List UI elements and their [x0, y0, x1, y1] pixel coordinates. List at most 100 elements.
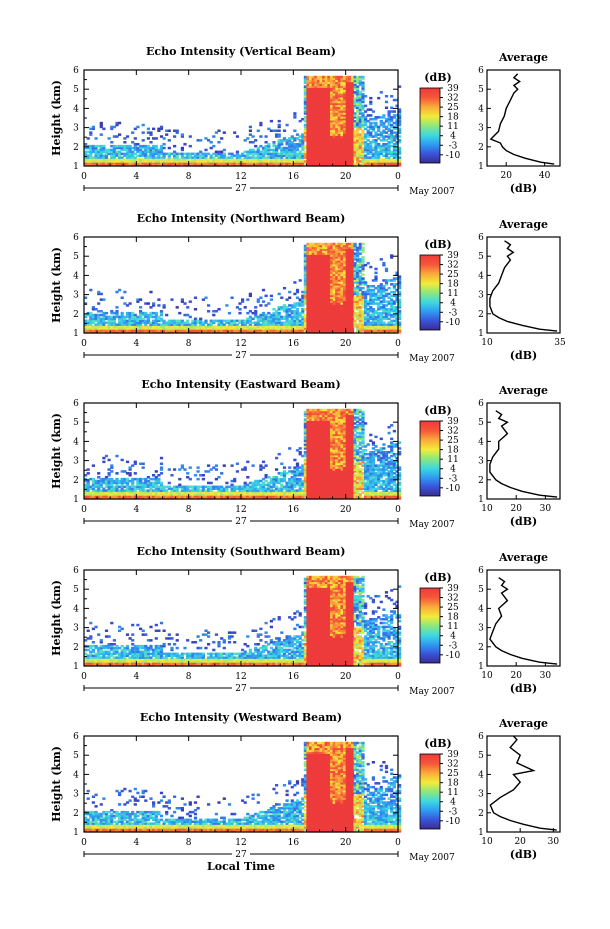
- heatmap-cell: [301, 327, 305, 330]
- heatmap-cell: [371, 129, 375, 132]
- heatmap-cell: [199, 327, 203, 330]
- heatmap-cell: [217, 323, 221, 326]
- heatmap-cell: [392, 127, 396, 131]
- heatmap-cell: [94, 156, 98, 159]
- heatmap-cell: [353, 123, 357, 127]
- heatmap-cell: [180, 135, 184, 138]
- heatmap-cell: [186, 156, 190, 159]
- heatmap-cell: [398, 131, 402, 134]
- heatmap-cell: [340, 331, 344, 334]
- heatmap-cell: [395, 121, 399, 125]
- heatmap-cell: [303, 254, 307, 257]
- heatmap-cell: [261, 311, 266, 315]
- heatmap-cell: [99, 298, 103, 301]
- heatmap-cell: [343, 119, 347, 123]
- heatmap-cell: [306, 158, 310, 161]
- heatmap-cell: [369, 102, 373, 106]
- heatmap-cell: [379, 150, 383, 154]
- heatmap-cell: [311, 116, 315, 119]
- heatmap-cell: [225, 158, 229, 161]
- heatmap-cell: [387, 110, 391, 113]
- heatmap-cell: [246, 329, 250, 332]
- heatmap-cell: [254, 160, 258, 163]
- heatmap-cell: [306, 89, 310, 92]
- heatmap-cell: [99, 310, 103, 313]
- heatmap-cell: [264, 313, 268, 317]
- heatmap-cell: [91, 144, 95, 148]
- heatmap-cell: [272, 152, 276, 156]
- heatmap-cell: [272, 129, 276, 132]
- heatmap-cell: [188, 315, 192, 319]
- heatmap-cell: [136, 150, 140, 154]
- heatmap-cell: [345, 321, 349, 324]
- heatmap-cell: [364, 123, 368, 127]
- heatmap-cell: [306, 321, 310, 324]
- heatmap-cell: [227, 327, 232, 330]
- heatmap-cell: [316, 98, 321, 102]
- heatmap-cell: [392, 286, 396, 290]
- heatmap-cell: [256, 331, 260, 334]
- heatmap-cell: [107, 323, 111, 326]
- heatmap-cell: [371, 141, 375, 144]
- heatmap-cell: [332, 152, 336, 156]
- heatmap-cell: [340, 315, 344, 319]
- heatmap-cell: [259, 135, 263, 138]
- heatmap-cell: [125, 315, 130, 319]
- heatmap-cell: [343, 258, 347, 261]
- heatmap-cell: [332, 139, 336, 142]
- heatmap-cell: [157, 129, 161, 132]
- heatmap-cell: [89, 162, 93, 165]
- heatmap-cell: [356, 250, 360, 253]
- heatmap-cell: [374, 298, 378, 301]
- heatmap-cell: [298, 158, 302, 161]
- heatmap-cell: [144, 331, 148, 334]
- heatmap-cell: [139, 298, 143, 301]
- heatmap-cell: [330, 265, 334, 269]
- heatmap-cell: [159, 144, 164, 148]
- heatmap-cell: [343, 267, 347, 271]
- heatmap-cell: [303, 248, 307, 251]
- heatmap-cell: [295, 290, 300, 294]
- heatmap-cell: [392, 325, 396, 328]
- heatmap-cell: [335, 306, 339, 309]
- heatmap-cell: [366, 146, 370, 150]
- heatmap-cell: [157, 304, 161, 307]
- heatmap-cell: [343, 125, 347, 129]
- heatmap-cell: [141, 481, 145, 485]
- heatmap-cell: [84, 487, 88, 490]
- heatmap-cell: [290, 321, 294, 324]
- heatmap-cell: [340, 310, 344, 313]
- heatmap-cell: [251, 162, 255, 165]
- heatmap-cell: [377, 331, 381, 334]
- heatmap-cell: [89, 164, 93, 167]
- heatmap-cell: [149, 485, 153, 489]
- heatmap-cell: [251, 164, 255, 167]
- heatmap-cell: [144, 148, 148, 152]
- heatmap-cell: [120, 162, 124, 165]
- heatmap-cell: [324, 315, 328, 319]
- heatmap-cell: [97, 154, 101, 157]
- heatmap-cell: [154, 152, 158, 156]
- heatmap-cell: [149, 164, 153, 167]
- heatmap-cell: [348, 119, 352, 123]
- heatmap-cell: [337, 125, 341, 129]
- heatmap-cell: [104, 164, 109, 167]
- heatmap-cell: [382, 306, 386, 309]
- heatmap-cell: [267, 325, 271, 328]
- heatmap-cell: [379, 290, 383, 294]
- heatmap-cell: [84, 315, 88, 319]
- heatmap-cell: [133, 143, 137, 146]
- heatmap-cell: [322, 148, 326, 152]
- average-y-tick-label: 4: [478, 271, 484, 281]
- heatmap-cell: [123, 148, 127, 152]
- heatmap-cell: [348, 260, 352, 263]
- heatmap-cell: [159, 135, 164, 138]
- heatmap-cell: [301, 152, 305, 156]
- heatmap-cell: [272, 325, 276, 328]
- heatmap-cell: [107, 317, 111, 321]
- heatmap-cell: [120, 158, 124, 161]
- heatmap-cell: [311, 304, 315, 307]
- heatmap-cell: [330, 283, 334, 286]
- heatmap-cell: [348, 87, 352, 90]
- heatmap-cell: [133, 152, 137, 156]
